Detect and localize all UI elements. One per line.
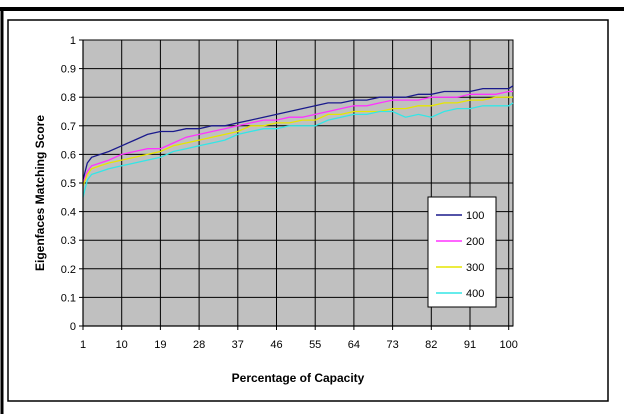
x-tick-label: 82 <box>425 339 437 351</box>
y-tick-label: 0.1 <box>61 292 76 304</box>
y-tick-label: 0.6 <box>61 149 76 161</box>
legend-label: 100 <box>466 210 484 222</box>
axes: 0 0.1 0.2 0.3 0.4 0.5 0.6 0.7 0.8 0.9 1 1 10 19 28 37 46… <box>61 35 518 351</box>
y-tick-label: 0.5 <box>61 178 76 190</box>
x-tick-label: 10 <box>116 339 128 351</box>
y-tick-label: 0.4 <box>61 207 76 219</box>
y-tick-label: 0.3 <box>61 235 76 247</box>
legend-label: 400 <box>466 288 484 300</box>
x-tick-label: 1 <box>80 339 86 351</box>
y-tick-label: 0.7 <box>61 121 76 133</box>
legend-box <box>427 196 497 308</box>
x-tick-label: 73 <box>386 339 398 351</box>
series-line-300 <box>82 96 513 187</box>
x-axis-title: Percentage of Capacity <box>232 371 365 385</box>
y-tick-label: 0.8 <box>61 92 76 104</box>
x-tick-label: 19 <box>154 339 166 351</box>
series-line-400 <box>82 102 514 198</box>
y-axis-title: Eigenfaces Matching Score <box>33 115 47 271</box>
x-tick-label: 37 <box>232 339 244 351</box>
x-tick-label: 28 <box>193 339 205 351</box>
y-tick-label: 0.2 <box>61 264 76 276</box>
x-tick-label: 91 <box>464 339 476 351</box>
series-line-200 <box>82 90 513 184</box>
y-tick-label: 1 <box>70 35 76 47</box>
legend-label: 200 <box>466 236 484 248</box>
x-tick-label: 64 <box>348 339 360 351</box>
legend-label: 300 <box>466 262 484 274</box>
x-tick-label: 46 <box>270 339 282 351</box>
x-tick-label: 55 <box>309 339 321 351</box>
x-tick-label: 100 <box>500 339 518 351</box>
series-lines <box>82 85 514 198</box>
y-tick-label: 0 <box>70 321 76 333</box>
series-line-100 <box>82 85 514 181</box>
legend: 100 200 300 400 <box>427 196 497 308</box>
y-tick-label: 0.9 <box>61 64 76 76</box>
